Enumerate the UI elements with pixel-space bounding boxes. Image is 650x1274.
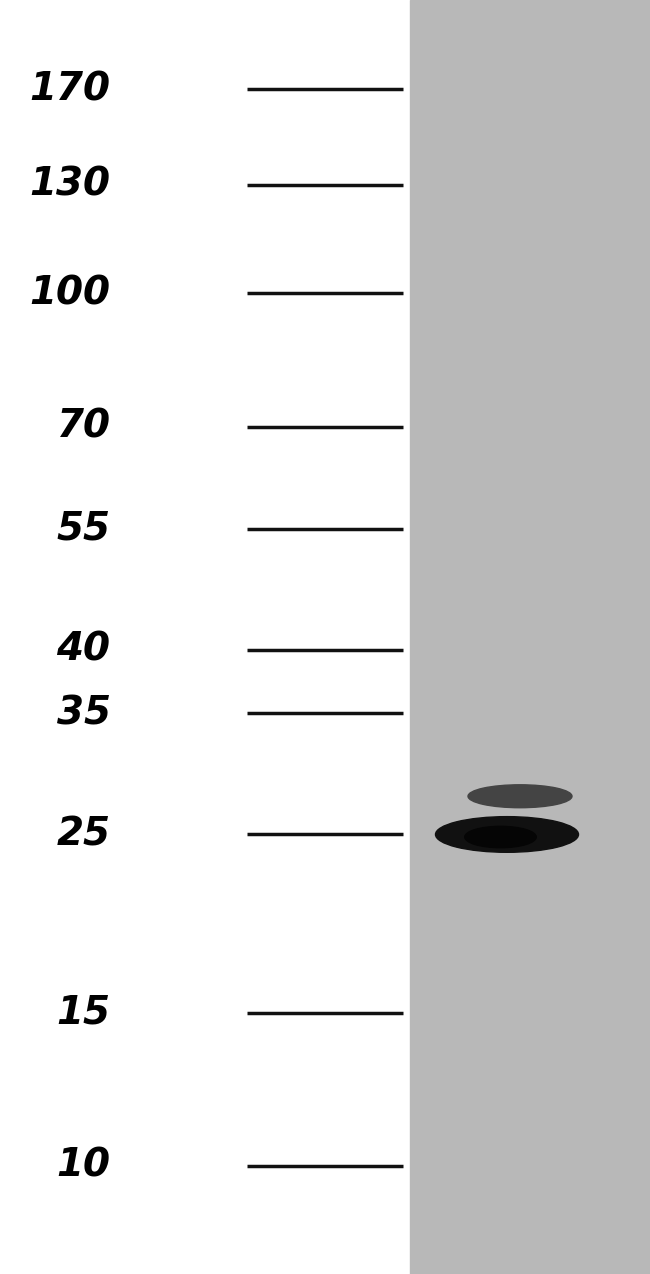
Text: 25: 25 xyxy=(57,815,110,854)
Text: 35: 35 xyxy=(57,694,110,733)
Text: 170: 170 xyxy=(29,70,110,108)
Text: 130: 130 xyxy=(29,166,110,204)
Text: 55: 55 xyxy=(57,510,110,548)
Text: 15: 15 xyxy=(57,994,110,1032)
Ellipse shape xyxy=(436,817,578,852)
Bar xyxy=(410,0,650,1274)
Ellipse shape xyxy=(465,827,536,847)
Text: 100: 100 xyxy=(29,274,110,312)
Ellipse shape xyxy=(468,785,572,808)
Text: 70: 70 xyxy=(57,408,110,446)
Bar xyxy=(0,0,410,1274)
Text: 10: 10 xyxy=(57,1147,110,1185)
Text: 40: 40 xyxy=(57,631,110,669)
